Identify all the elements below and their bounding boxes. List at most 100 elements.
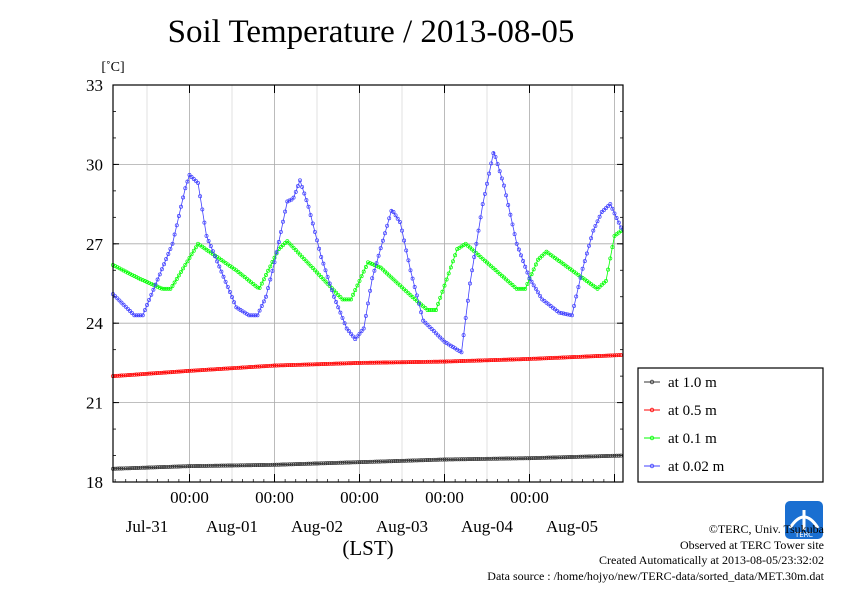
series-point-1 bbox=[550, 355, 555, 360]
series-point-2 bbox=[538, 255, 543, 260]
series-point-0 bbox=[170, 464, 175, 469]
series-point-1 bbox=[145, 371, 149, 376]
series-point-2 bbox=[542, 251, 547, 256]
series-point-2 bbox=[378, 265, 383, 270]
series-point-1 bbox=[431, 359, 436, 364]
series-point-3 bbox=[370, 276, 375, 281]
series-point-1 bbox=[366, 360, 370, 365]
series-point-1 bbox=[285, 363, 290, 368]
series-point-0 bbox=[329, 461, 334, 465]
series-point-3 bbox=[332, 294, 336, 299]
series-point-3 bbox=[187, 173, 192, 177]
series-point-0 bbox=[304, 461, 309, 466]
series-point-1 bbox=[510, 357, 515, 362]
series-point-2 bbox=[261, 277, 266, 282]
series-point-0 bbox=[542, 455, 547, 460]
series-point-0 bbox=[189, 464, 194, 469]
series-point-3 bbox=[223, 279, 228, 284]
series-point-0 bbox=[162, 465, 166, 469]
series-point-2 bbox=[440, 289, 445, 294]
series-point-0 bbox=[510, 456, 515, 461]
series-point-0 bbox=[512, 456, 517, 461]
series-point-2 bbox=[366, 260, 370, 265]
series-point-1 bbox=[397, 360, 402, 365]
plot-border bbox=[112, 84, 624, 483]
series-point-1 bbox=[185, 369, 190, 373]
series-point-2 bbox=[255, 285, 260, 290]
series-point-0 bbox=[563, 455, 568, 460]
series-point-1 bbox=[395, 360, 400, 365]
series-point-0 bbox=[240, 463, 245, 468]
series-point-1 bbox=[434, 359, 438, 364]
series-point-0 bbox=[597, 454, 602, 459]
series-point-1 bbox=[242, 365, 247, 370]
series-point-3 bbox=[434, 331, 438, 336]
series-point-0 bbox=[349, 460, 353, 465]
series-point-1 bbox=[572, 355, 577, 359]
series-point-1 bbox=[489, 358, 494, 363]
series-point-0 bbox=[274, 462, 279, 467]
series-point-0 bbox=[540, 455, 545, 460]
series-point-1 bbox=[344, 361, 349, 366]
series-point-1 bbox=[138, 372, 143, 377]
series-point-3 bbox=[608, 202, 613, 207]
series-point-1 bbox=[455, 359, 460, 364]
series-point-0 bbox=[244, 463, 249, 468]
series-point-2 bbox=[179, 269, 183, 274]
series-point-3 bbox=[389, 208, 394, 213]
terc-logo: TERC bbox=[785, 501, 823, 539]
series-point-0 bbox=[610, 453, 615, 458]
series-point-0 bbox=[557, 455, 562, 460]
series-point-1 bbox=[474, 358, 479, 363]
series-point-0 bbox=[238, 463, 243, 468]
series-point-0 bbox=[325, 461, 330, 466]
series-point-3 bbox=[557, 310, 562, 315]
series-point-0 bbox=[444, 457, 449, 462]
series-point-0 bbox=[319, 461, 324, 466]
series-point-0 bbox=[166, 464, 171, 469]
series-point-3 bbox=[304, 198, 309, 203]
series-point-1 bbox=[419, 359, 424, 364]
series-point-1 bbox=[559, 355, 564, 360]
series-point-3 bbox=[599, 210, 604, 214]
series-point-2 bbox=[434, 308, 438, 312]
series-point-3 bbox=[130, 311, 135, 316]
series-point-0 bbox=[151, 465, 156, 470]
series-point-3 bbox=[157, 272, 162, 277]
series-point-0 bbox=[595, 454, 600, 459]
series-point-2 bbox=[351, 292, 356, 297]
series-point-3 bbox=[499, 176, 504, 181]
series-point-1 bbox=[287, 363, 292, 368]
series-point-3 bbox=[385, 223, 390, 228]
series-point-3 bbox=[174, 223, 179, 228]
series-point-1 bbox=[465, 358, 470, 363]
series-point-1 bbox=[436, 359, 441, 364]
series-point-0 bbox=[219, 463, 224, 468]
series-point-0 bbox=[266, 462, 271, 467]
series-point-0 bbox=[604, 454, 608, 458]
series-point-3 bbox=[512, 232, 517, 237]
series-point-1 bbox=[616, 353, 621, 358]
series-point-0 bbox=[536, 455, 540, 460]
series-point-3 bbox=[145, 303, 149, 307]
series-point-3 bbox=[315, 238, 319, 243]
series-point-3 bbox=[429, 327, 434, 331]
series-point-3 bbox=[523, 264, 528, 269]
series-point-1 bbox=[525, 357, 530, 361]
series-point-1 bbox=[476, 358, 481, 363]
series-point-3 bbox=[374, 261, 379, 266]
series-point-2 bbox=[319, 275, 324, 279]
series-point-3 bbox=[502, 183, 506, 188]
series-point-1 bbox=[359, 360, 364, 365]
series-point-0 bbox=[606, 454, 611, 458]
series-point-0 bbox=[440, 457, 445, 462]
series-point-1 bbox=[315, 362, 319, 367]
series-point-0 bbox=[334, 460, 339, 465]
series-point-2 bbox=[444, 277, 449, 282]
series-point-0 bbox=[291, 462, 296, 467]
series-point-1 bbox=[404, 360, 409, 365]
series-point-2 bbox=[442, 283, 447, 288]
series-point-1 bbox=[544, 356, 549, 361]
series-point-3 bbox=[278, 229, 283, 234]
series-point-3 bbox=[257, 308, 262, 313]
